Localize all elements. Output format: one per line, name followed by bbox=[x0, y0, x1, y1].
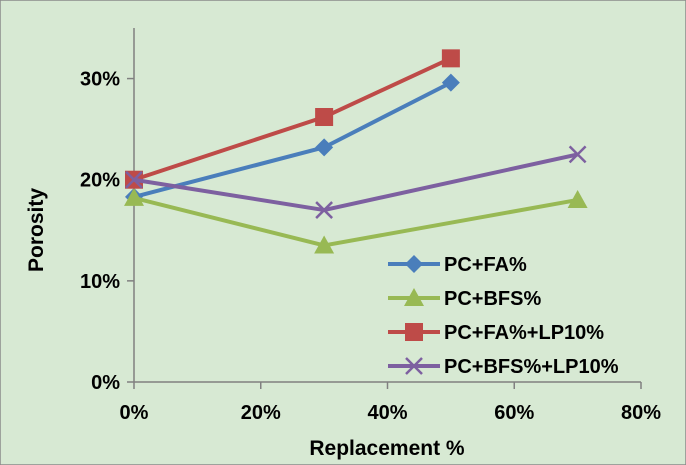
y-tick-label: 30% bbox=[80, 69, 120, 91]
legend-item: PC+BFS% bbox=[388, 288, 541, 310]
cross-stroke bbox=[405, 357, 423, 375]
x-axis-title: Replacement % bbox=[309, 437, 465, 460]
legend-swatch-marker bbox=[405, 255, 423, 273]
data-point bbox=[568, 145, 587, 164]
series-2 bbox=[124, 187, 588, 254]
legend-swatch-marker bbox=[405, 357, 423, 375]
data-point bbox=[315, 138, 334, 157]
legend-swatch-marker bbox=[405, 323, 423, 341]
y-tick-label: 20% bbox=[80, 170, 120, 192]
data-point bbox=[441, 49, 460, 68]
legend-label: PC+BFS% bbox=[444, 288, 541, 310]
x-tick-label: 80% bbox=[621, 402, 661, 424]
cross-stroke bbox=[568, 145, 587, 164]
y-tick-label: 0% bbox=[91, 372, 120, 394]
legend-label: PC+BFS%+LP10% bbox=[444, 356, 619, 378]
cross-stroke bbox=[125, 170, 143, 189]
data-point bbox=[314, 235, 335, 254]
y-axis: 0% 10% 20% 30% bbox=[80, 28, 135, 394]
legend-label: PC+FA%+LP10% bbox=[444, 322, 604, 344]
legend-item: PC+FA% bbox=[388, 254, 527, 276]
data-point bbox=[567, 189, 588, 208]
cross-stroke bbox=[315, 201, 334, 219]
series-group bbox=[124, 49, 588, 254]
series-4 bbox=[125, 145, 587, 219]
legend: PC+FA% PC+BFS% PC+FA%+LP10% PC+BFS%+LP10% bbox=[388, 254, 619, 378]
data-point bbox=[125, 170, 143, 189]
data-point bbox=[315, 201, 334, 219]
y-tick-label: 10% bbox=[80, 271, 120, 293]
legend-item: PC+FA%+LP10% bbox=[388, 322, 604, 344]
data-point bbox=[124, 187, 144, 206]
legend-swatch-marker bbox=[404, 288, 424, 306]
x-tick-label: 20% bbox=[241, 402, 281, 424]
x-axis: 0% 20% 40% 60% 80% bbox=[120, 381, 661, 424]
data-point bbox=[315, 108, 334, 127]
x-tick-label: 0% bbox=[120, 402, 149, 424]
x-tick-label: 40% bbox=[367, 402, 407, 424]
data-point bbox=[441, 73, 460, 92]
legend-item: PC+BFS%+LP10% bbox=[388, 356, 619, 378]
x-tick-label: 60% bbox=[494, 402, 534, 424]
legend-label: PC+FA% bbox=[444, 254, 527, 276]
y-axis-title: Porosity bbox=[25, 188, 48, 272]
